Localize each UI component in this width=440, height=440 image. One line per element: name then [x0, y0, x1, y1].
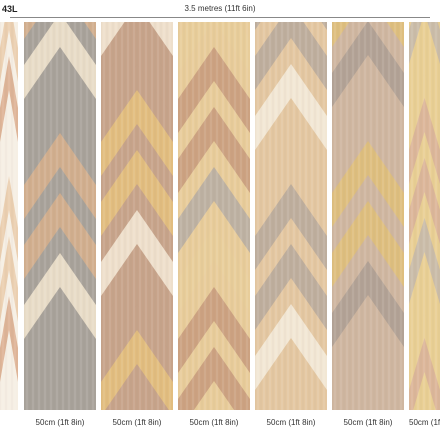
chevron-band [332, 22, 404, 107]
chevron-band [0, 116, 18, 202]
ikat-chevron-pattern [178, 22, 250, 410]
chevron-band [24, 313, 96, 399]
wallpaper-panel [178, 22, 250, 410]
ikat-chevron-pattern [24, 22, 96, 410]
chevron-band [0, 56, 18, 142]
ikat-chevron-pattern [332, 22, 404, 410]
panel-width-label: 50cm (1ft 8in) [255, 418, 327, 427]
header: 43L 3.5 metres (11ft 6in) [0, 0, 440, 22]
chevron-band [332, 201, 404, 287]
wallpaper-panel [255, 22, 327, 410]
wallpaper-panels [0, 22, 440, 410]
panel-width-label: 50cm (1ft 8in) [24, 418, 96, 427]
chevron-band [255, 304, 327, 390]
ikat-chevron-pattern [409, 22, 440, 410]
panel-width-label: 50cm (1ft 8in) [409, 418, 440, 427]
chevron-band [0, 22, 18, 82]
chevron-band [255, 22, 327, 90]
chevron-band [101, 90, 173, 176]
wallpaper-panel [332, 22, 404, 410]
chevron-band [0, 176, 18, 262]
overall-dimension-line [10, 17, 430, 18]
chevron-band [409, 338, 440, 410]
chevron-band [332, 321, 404, 407]
chevron-band [24, 253, 96, 339]
chevron-band [0, 296, 18, 382]
chevron-band [409, 98, 440, 184]
chevron-band [255, 184, 327, 270]
panel-width-labels: 50cm (1ft 8in) 50cm (1ft 8in) 50cm (1ft 8i… [0, 410, 440, 440]
chevron-band [101, 30, 173, 116]
panel-width-label: 50cm (1ft 8in) [101, 418, 173, 427]
panel-width-label: 50cm (1ft 8in) [178, 418, 250, 427]
chevron-band [24, 22, 96, 99]
wallpaper-panel [24, 22, 96, 410]
chevron-band [24, 133, 96, 219]
ikat-chevron-pattern [101, 22, 173, 410]
chevron-band [409, 218, 440, 304]
wallpaper-panel [409, 22, 440, 410]
panel-width-label: 50cm (1ft 8in) [332, 418, 404, 427]
chevron-band [178, 227, 250, 313]
chevron-band [101, 270, 173, 356]
chevron-band [101, 22, 173, 56]
chevron-band [255, 64, 327, 150]
ikat-chevron-pattern [255, 22, 327, 410]
chevron-band [178, 107, 250, 193]
chevron-band [178, 47, 250, 133]
chevron-band [178, 167, 250, 253]
chevron-band [101, 150, 173, 236]
wallpaper-panel [101, 22, 173, 410]
chevron-band [332, 261, 404, 347]
chevron-band [332, 81, 404, 167]
chevron-band [332, 141, 404, 227]
chevron-band [255, 244, 327, 330]
chevron-band [101, 210, 173, 296]
chevron-band [409, 278, 440, 364]
chevron-band [409, 158, 440, 244]
chevron-band [255, 124, 327, 210]
wallpaper-panel [0, 22, 18, 410]
chevron-band [409, 22, 440, 64]
overall-dimension: 3.5 metres (11ft 6in) [184, 4, 256, 13]
chevron-band [178, 22, 250, 73]
chevron-band [178, 287, 250, 373]
chevron-band [24, 73, 96, 159]
chevron-band [24, 22, 96, 39]
chevron-band [0, 236, 18, 322]
chevron-band [409, 38, 440, 124]
chevron-band [178, 347, 250, 410]
ikat-chevron-pattern [0, 22, 18, 410]
product-code: 43L [2, 4, 18, 14]
chevron-band [101, 330, 173, 410]
chevron-band [24, 193, 96, 279]
chevron-band [332, 22, 404, 47]
